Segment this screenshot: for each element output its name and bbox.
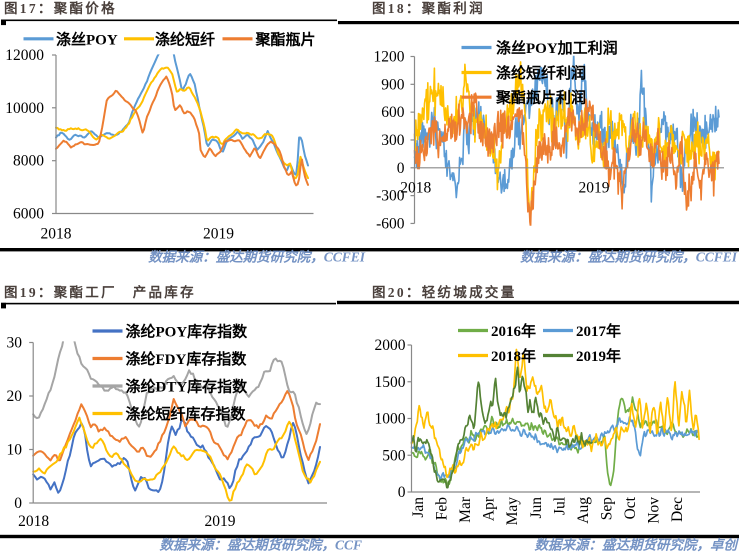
svg-text:12000: 12000 (5, 47, 44, 64)
svg-text:Feb: Feb (434, 497, 451, 521)
svg-text:500: 500 (382, 447, 406, 464)
svg-text:2019: 2019 (203, 226, 234, 243)
svg-text:300: 300 (381, 132, 405, 149)
svg-text:Oct: Oct (622, 496, 639, 519)
svg-text:Apr: Apr (481, 496, 498, 521)
svg-text:2000: 2000 (375, 337, 406, 354)
svg-text:数据来源：盛达期货研究院，CCFEI: 数据来源：盛达期货研究院，CCFEI (520, 250, 738, 265)
svg-text:涤丝POY加工利润: 涤丝POY加工利润 (496, 39, 618, 57)
svg-text:May: May (504, 497, 521, 526)
svg-text:0: 0 (397, 160, 405, 177)
svg-text:1500: 1500 (375, 374, 406, 391)
svg-text:数据来源：盛达期货研究院，卓创: 数据来源：盛达期货研究院，卓创 (535, 538, 739, 553)
svg-text:涤纶POY库存指数: 涤纶POY库存指数 (126, 323, 249, 341)
svg-text:2018: 2018 (41, 226, 72, 243)
svg-text:聚酯瓶片: 聚酯瓶片 (255, 30, 316, 48)
svg-text:图20：轻纺城成交量: 图20：轻纺城成交量 (372, 284, 517, 300)
svg-text:2019: 2019 (579, 180, 610, 197)
svg-text:聚酯瓶片利润: 聚酯瓶片利润 (495, 89, 586, 107)
svg-text:Jan: Jan (410, 497, 427, 518)
svg-text:涤丝POY: 涤丝POY (56, 30, 118, 48)
svg-text:数据来源：盛达期货研究院，CCF: 数据来源：盛达期货研究院，CCF (159, 538, 362, 553)
svg-text:1200: 1200 (374, 49, 405, 66)
svg-text:涤纶FDY库存指数: 涤纶FDY库存指数 (126, 350, 248, 368)
svg-text:2019年: 2019年 (576, 347, 621, 365)
svg-text:20: 20 (7, 388, 23, 405)
svg-text:图17：聚酯价格: 图17：聚酯价格 (4, 0, 117, 16)
svg-text:Nov: Nov (646, 497, 663, 524)
svg-text:6000: 6000 (13, 206, 44, 223)
svg-text:Jul: Jul (551, 497, 568, 515)
svg-text:10: 10 (7, 442, 23, 459)
svg-text:数据来源：盛达期货研究院，CCFEI: 数据来源：盛达期货研究院，CCFEI (148, 250, 366, 265)
svg-text:Dec: Dec (669, 497, 686, 522)
svg-text:2016年: 2016年 (491, 322, 536, 340)
svg-text:Sep: Sep (598, 497, 615, 521)
svg-text:Jun: Jun (528, 497, 545, 519)
svg-text:涤纶短纤利润: 涤纶短纤利润 (496, 64, 586, 82)
svg-text:1000: 1000 (375, 411, 406, 428)
svg-text:10000: 10000 (5, 100, 44, 117)
svg-text:图18：聚酯利润: 图18：聚酯利润 (372, 0, 485, 16)
svg-text:2019: 2019 (205, 513, 236, 530)
svg-text:0: 0 (14, 495, 22, 512)
svg-text:Mar: Mar (457, 496, 474, 523)
svg-text:涤纶短纤: 涤纶短纤 (155, 30, 215, 48)
svg-text:0: 0 (398, 484, 406, 501)
svg-text:图19：聚酯工厂 产品库存: 图19：聚酯工厂 产品库存 (4, 284, 196, 300)
svg-text:-300: -300 (376, 188, 405, 205)
svg-text:600: 600 (381, 104, 405, 121)
svg-text:Aug: Aug (575, 497, 592, 524)
svg-text:2018: 2018 (18, 513, 49, 530)
svg-text:2018年: 2018年 (491, 347, 536, 365)
svg-text:涤纶DTY库存指数: 涤纶DTY库存指数 (126, 378, 249, 396)
svg-text:30: 30 (7, 335, 23, 352)
svg-text:涤纶短纤库存指数: 涤纶短纤库存指数 (126, 405, 247, 423)
svg-text:900: 900 (381, 76, 405, 93)
svg-text:8000: 8000 (13, 153, 44, 170)
svg-text:2018: 2018 (400, 180, 431, 197)
svg-text:2017年: 2017年 (576, 322, 621, 340)
svg-text:-600: -600 (376, 215, 405, 232)
